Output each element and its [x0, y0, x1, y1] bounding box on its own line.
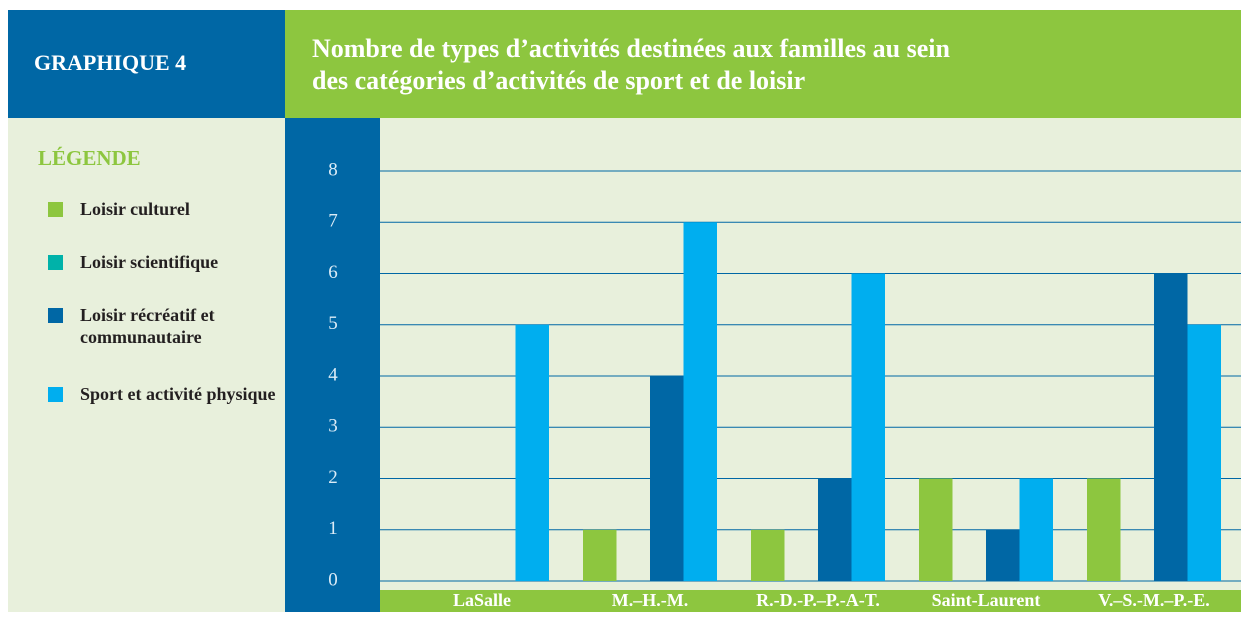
y-tick-label: 3: [328, 416, 338, 437]
title-band: [285, 10, 1241, 118]
legend-swatch: [48, 387, 63, 402]
bar: [751, 529, 785, 581]
y-tick-label: 1: [328, 518, 338, 539]
x-tick-label: Saint-Laurent: [932, 590, 1041, 610]
chart-title: Nombre de types d’activités destinées au…: [312, 33, 950, 97]
bar: [683, 222, 717, 581]
title-line: Nombre de types d’activités destinées au…: [312, 34, 950, 63]
x-tick-label: R.-D.-P.–P.-A-T.: [756, 590, 880, 610]
legend-panel: [8, 118, 285, 612]
x-tick-label: V.–S.-M.–P.-E.: [1098, 590, 1210, 610]
bar: [851, 273, 885, 581]
y-tick-label: 2: [328, 467, 338, 488]
x-tick-label: LaSalle: [453, 590, 511, 610]
bar: [1187, 324, 1221, 581]
legend-label: Loisir récréatif et communautaire: [80, 305, 215, 347]
legend-swatch: [48, 308, 63, 323]
category-band: [380, 590, 1241, 612]
x-tick-label: M.–H.-M.: [612, 590, 688, 610]
title-line: des catégories d’activités de sport et d…: [312, 66, 806, 95]
y-axis-band: [285, 118, 380, 612]
bar: [1154, 273, 1188, 581]
legend-label: Loisir scientifique: [80, 252, 219, 272]
bar: [515, 324, 549, 581]
legend-swatch: [48, 202, 63, 217]
chart-label: GRAPHIQUE 4: [34, 50, 187, 75]
y-tick-label: 8: [328, 159, 338, 180]
legend-title: LÉGENDE: [38, 146, 141, 170]
y-tick-label: 5: [328, 313, 338, 334]
y-tick-label: 0: [328, 569, 338, 590]
bar: [986, 529, 1020, 581]
legend-label: Sport et activité physique: [80, 384, 276, 404]
legend-swatch: [48, 255, 63, 270]
bar: [583, 529, 617, 581]
bar: [1087, 478, 1121, 581]
bar: [919, 478, 953, 581]
y-tick-label: 6: [328, 262, 338, 283]
bar: [1019, 478, 1053, 581]
legend-label: Loisir culturel: [80, 199, 190, 219]
bar: [818, 478, 852, 581]
y-tick-label: 4: [328, 364, 338, 385]
y-tick-label: 7: [328, 211, 338, 232]
bar: [650, 376, 684, 581]
label-box: [8, 10, 285, 118]
